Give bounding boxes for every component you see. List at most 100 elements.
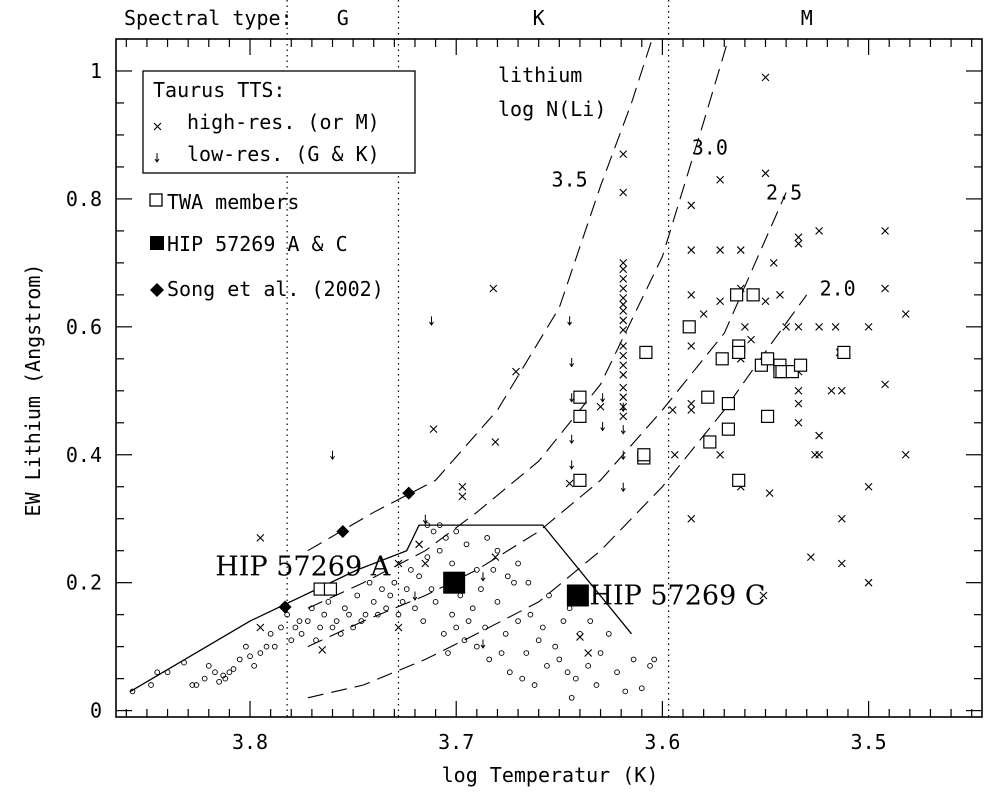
x-tick-label: 3.8 — [232, 730, 268, 754]
legend-entry-cross: high-res. (or M) — [153, 110, 380, 134]
unlabelled-point — [486, 656, 493, 663]
curve-label-2-5: 2.5 — [766, 181, 802, 205]
unlabelled-point — [544, 662, 550, 669]
hip-label-a: HIP 57269 A — [215, 552, 390, 583]
envelope-layer — [130, 524, 633, 692]
unlabelled-point — [473, 643, 480, 650]
high-res-or-m-point — [794, 399, 803, 408]
twa-members-point — [573, 409, 587, 423]
twa-members-point — [701, 390, 715, 404]
high-res-or-m-point — [827, 386, 836, 395]
unlabelled-point — [527, 611, 534, 618]
legend-entry-arrow-label: low-res. (G & K) — [187, 142, 380, 166]
unlabelled-point — [362, 611, 369, 618]
unlabelled-point — [605, 630, 612, 637]
unlabelled-point — [354, 592, 361, 599]
axis-tick-labels: 3.8 3.7 3.6 3.5 0 0.2 0.4 0.6 0.8 1 — [66, 59, 887, 754]
curves-title-line2: log N(Li) — [498, 97, 606, 121]
unlabelled-point — [424, 522, 431, 528]
high-res-or-m-point — [619, 150, 628, 159]
unlabelled-point — [304, 618, 311, 624]
high-res-or-m-point — [901, 310, 910, 318]
unlabelled-point — [298, 630, 305, 637]
unlabelled-point — [271, 643, 278, 650]
unlabelled-point — [379, 586, 385, 592]
spectral-type-dividers — [286, 0, 670, 717]
high-res-or-m-point — [716, 175, 725, 184]
unlabelled-point — [267, 630, 274, 637]
unlabelled-point — [350, 624, 356, 631]
envelope-line — [130, 524, 633, 692]
unlabelled-point — [325, 599, 332, 605]
low-res-g-k-point — [480, 639, 486, 649]
unlabelled-point — [449, 560, 455, 567]
unlabelled-point — [313, 637, 319, 644]
unlabelled-point — [337, 630, 344, 637]
legend-entry-hip: HIP 57269 A & C — [150, 232, 348, 256]
high-res-or-m-point — [815, 322, 823, 331]
high-res-or-m-point — [687, 514, 696, 523]
unlabelled-point — [284, 611, 290, 618]
y-tick-label: 0.8 — [66, 187, 102, 211]
high-res-or-m-point — [668, 406, 677, 414]
high-res-or-m-point — [596, 402, 605, 411]
high-res-or-m-point — [429, 425, 438, 434]
high-res-or-m-point — [619, 351, 628, 360]
low-res-g-k-point — [412, 591, 418, 601]
cross-symbol-icon — [153, 122, 162, 131]
unlabelled-point — [436, 522, 443, 528]
unlabelled-point — [443, 535, 449, 541]
unlabelled-point — [469, 605, 476, 612]
high-res-or-m-point — [394, 559, 403, 568]
spectral-type-header: Spectral type: G K M — [124, 6, 813, 30]
high-res-or-m-point — [687, 201, 696, 210]
high-res-or-m-point — [619, 361, 628, 370]
unlabelled-point — [430, 528, 437, 535]
spectral-type-label: K — [533, 6, 545, 30]
unlabelled-point — [449, 611, 455, 618]
unlabelled-point — [494, 599, 501, 605]
unlabelled-point — [205, 662, 212, 669]
twa-members-point — [573, 473, 587, 487]
unlabelled-point — [484, 535, 490, 541]
legend-entry-song: Song et al. (2002) — [150, 277, 384, 301]
high-res-or-m-point — [458, 492, 467, 501]
spectral-type-prefix: Spectral type: — [124, 6, 293, 30]
high-res-or-m-point — [687, 399, 696, 408]
unlabelled-point — [226, 669, 233, 676]
low-res-g-k-point — [429, 316, 434, 326]
lithium-curve-2-5 — [307, 192, 787, 648]
twa-members-point — [637, 448, 651, 462]
unlabelled-point — [375, 611, 381, 618]
y-tick-label: 1 — [90, 59, 102, 83]
high-res-or-m-point — [769, 258, 778, 267]
high-res-or-m-point — [864, 322, 873, 331]
song-et-al-2002-point — [402, 486, 416, 500]
unlabelled-point — [346, 611, 352, 618]
twa-members-point — [730, 288, 744, 302]
unlabelled-point — [251, 662, 257, 669]
unlabelled-point — [651, 656, 658, 663]
unlabelled-point — [440, 630, 447, 637]
unlabelled-point — [461, 637, 468, 644]
high-res-or-m-point — [881, 226, 889, 235]
unlabelled-point — [317, 624, 323, 631]
legend-entry-twa: TWA members — [149, 190, 299, 214]
unlabelled-point — [482, 624, 488, 631]
unlabelled-point — [546, 592, 552, 599]
high-res-or-m-point — [837, 386, 846, 395]
high-res-or-m-point — [687, 290, 696, 299]
y-axis-title: EW Lithium (Angstrom) — [21, 264, 45, 517]
song-et-al-2002-point — [336, 525, 350, 539]
high-res-or-m-point — [512, 367, 520, 376]
x-tick-label: 3.5 — [851, 730, 887, 754]
twa-members-point — [721, 422, 735, 436]
high-res-or-m-point — [765, 489, 774, 498]
high-res-or-m-point — [761, 169, 770, 178]
high-res-or-m-point — [831, 322, 840, 331]
unlabelled-point — [370, 599, 377, 605]
hip-57269-a-c-point — [443, 571, 466, 594]
high-res-or-m-point — [687, 342, 696, 350]
y-tick-label: 0.6 — [66, 315, 102, 339]
high-res-or-m-point — [837, 514, 846, 523]
